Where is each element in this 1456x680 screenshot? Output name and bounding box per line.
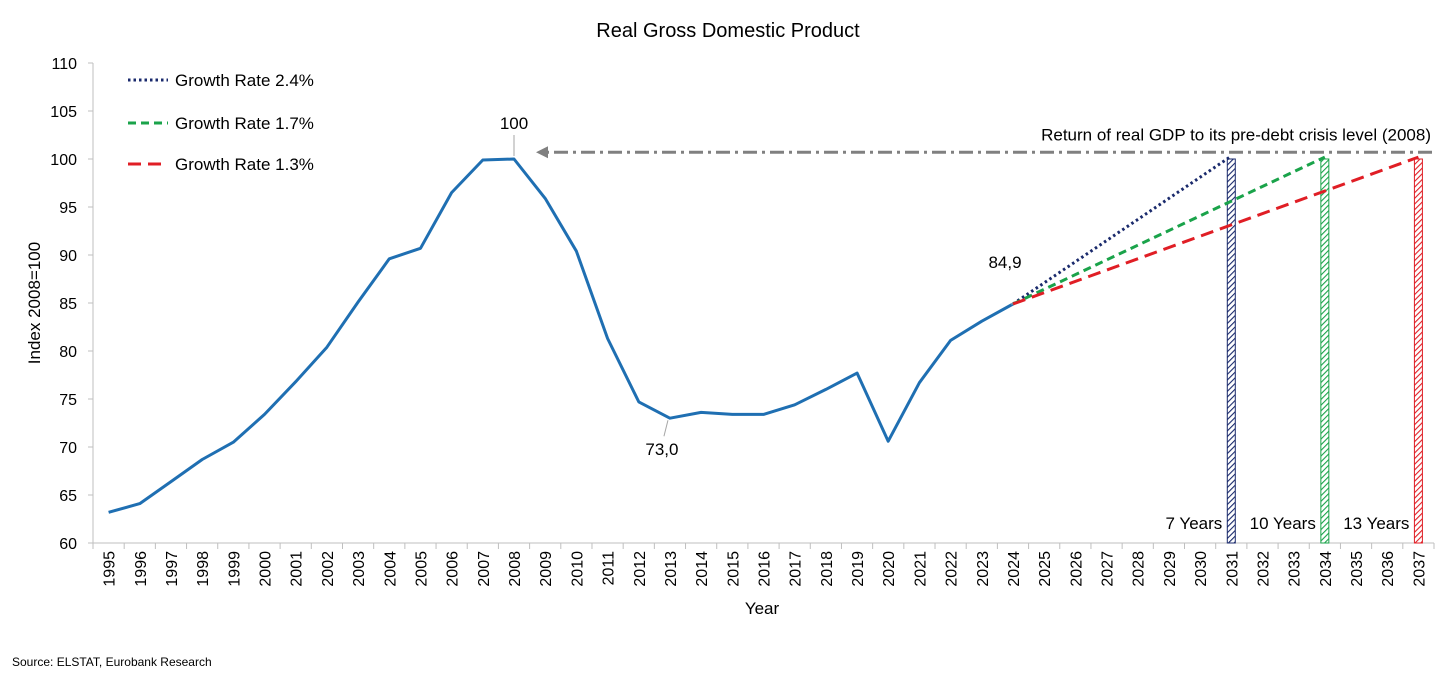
y-tick-labels: 60 65 70 75 80 85 90 95 100 105 110 [50,56,93,553]
x-tick-2030: 2030 [1193,551,1210,587]
x-tick-2025: 2025 [1037,551,1054,587]
marker-label-2037: 13 Years [1343,514,1409,533]
x-tick-2036: 2036 [1380,551,1397,587]
x-tick-1995: 1995 [102,551,119,587]
reference-line-label: Return of real GDP to its pre-debt crisi… [1041,125,1431,144]
annotation-73-0: 73,0 [645,440,678,459]
reference-arrowhead [536,146,549,159]
marker-bar-2034 [1320,158,1330,544]
x-tick-2001: 2001 [289,551,306,587]
x-tick-2031: 2031 [1224,551,1241,587]
x-tick-2013: 2013 [663,551,680,587]
x-tick-1996: 1996 [133,551,150,587]
x-tick-2010: 2010 [569,551,586,587]
year-markers: 7 Years 10 Years 13 Years [1166,158,1423,544]
x-tick-2028: 2028 [1131,551,1148,587]
legend-label-growth-2-4: Growth Rate 2.4% [175,71,314,90]
x-tick-2000: 2000 [258,551,275,587]
x-tick-2016: 2016 [757,551,774,587]
y-axis-label: Index 2008=100 [25,242,44,364]
x-tick-2034: 2034 [1318,551,1335,587]
x-tick-2004: 2004 [382,551,399,587]
y-tick-60: 60 [59,536,77,553]
x-tick-2012: 2012 [632,551,649,587]
x-tick-2015: 2015 [725,551,742,587]
x-tick-2021: 2021 [912,551,929,587]
x-tick-2027: 2027 [1100,551,1117,587]
x-tick-1999: 1999 [226,551,243,587]
reference-line-group: Return of real GDP to its pre-debt crisi… [536,125,1432,159]
source-note: Source: ELSTAT, Eurobank Research [12,655,212,669]
y-tick-90: 90 [59,248,77,265]
x-tick-1997: 1997 [164,551,181,587]
x-axis-label: Year [745,599,780,618]
x-tick-labels: 1995 1996 1997 1998 1999 2000 2001 2002 2003 2004… [92,543,1435,587]
y-tick-70: 70 [59,440,77,457]
x-tick-2029: 2029 [1162,551,1179,587]
x-tick-2033: 2033 [1287,551,1304,587]
annotation-100: 100 [500,114,528,133]
x-tick-2006: 2006 [445,551,462,587]
x-tick-2017: 2017 [788,551,805,587]
x-tick-2026: 2026 [1068,551,1085,587]
x-tick-2014: 2014 [694,551,711,587]
legend-label-growth-1-3: Growth Rate 1.3% [175,155,314,174]
y-tick-110: 110 [51,56,77,73]
y-tick-105: 105 [50,104,77,121]
x-tick-2032: 2032 [1255,551,1272,587]
legend-label-growth-1-7: Growth Rate 1.7% [175,114,314,133]
marker-bar-2037 [1413,158,1423,544]
x-tick-2011: 2011 [601,551,618,586]
x-tick-2020: 2020 [881,551,898,587]
x-tick-2018: 2018 [819,551,836,587]
x-tick-2023: 2023 [975,551,992,587]
x-tick-2009: 2009 [538,551,555,587]
x-tick-2037: 2037 [1411,551,1428,587]
annotation-84-9: 84,9 [988,253,1021,272]
series-line-growth-rate-1-7 [1012,155,1326,306]
marker-bar-2031 [1226,158,1236,544]
y-tick-95: 95 [59,200,77,217]
y-tick-75: 75 [59,392,77,409]
y-tick-100: 100 [50,152,77,169]
y-tick-80: 80 [59,344,77,361]
x-tick-2022: 2022 [944,551,961,587]
y-tick-65: 65 [59,488,77,505]
y-tick-85: 85 [59,296,77,313]
marker-label-2031: 7 Years [1166,514,1223,533]
x-tick-2024: 2024 [1006,551,1023,587]
series-line-growth-rate-2-4 [1012,154,1233,306]
x-tick-2002: 2002 [320,551,337,587]
legend: Growth Rate 2.4% Growth Rate 1.7% Growth… [128,71,314,174]
marker-label-2034: 10 Years [1250,514,1316,533]
series-line-growth-rate-1-3 [1012,155,1419,306]
x-tick-2005: 2005 [413,551,430,587]
x-tick-2019: 2019 [850,551,867,587]
x-tick-1998: 1998 [195,551,212,587]
x-tick-2007: 2007 [476,551,493,587]
annotation-leader-73-0 [663,420,669,437]
x-tick-2003: 2003 [351,551,368,587]
chart-title: Real Gross Domestic Product [596,20,860,42]
series-group [108,154,1419,514]
series-line-real-gdp [108,157,1014,514]
annotations-group: 100 73,0 84,9 [500,114,1022,459]
x-tick-2035: 2035 [1349,551,1366,587]
x-tick-2008: 2008 [507,551,524,587]
